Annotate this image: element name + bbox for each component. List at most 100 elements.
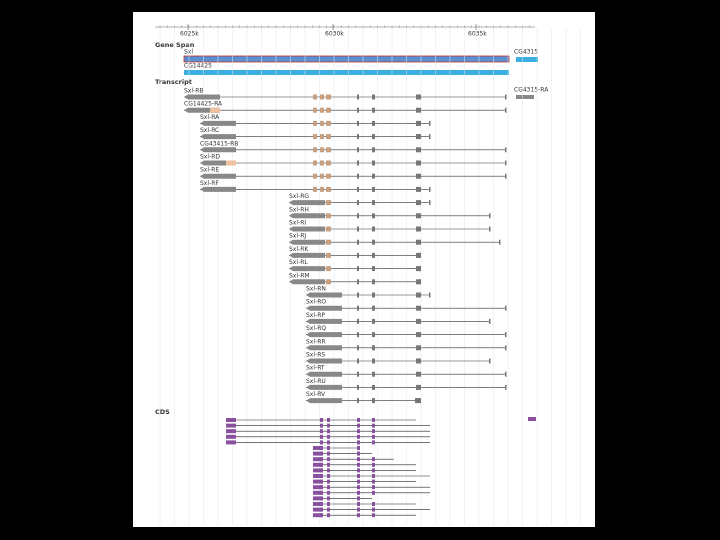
transcript-label: Sxl-RN [306, 286, 326, 293]
exon [326, 173, 331, 179]
exon [505, 160, 507, 166]
cds [327, 485, 330, 490]
exon [489, 358, 491, 364]
exon [416, 384, 421, 390]
exon [357, 107, 359, 113]
exon [357, 120, 359, 126]
exon [505, 305, 507, 311]
cds [327, 502, 330, 506]
exon [357, 147, 359, 153]
exon [306, 398, 342, 404]
exon [429, 186, 431, 192]
exon [357, 305, 359, 311]
cds [357, 507, 360, 512]
cds [357, 423, 360, 428]
cds [357, 474, 360, 478]
exon [416, 173, 421, 179]
cds [372, 479, 375, 484]
cds [226, 429, 236, 434]
exon [499, 239, 501, 245]
exon [357, 358, 359, 364]
exon [306, 332, 342, 338]
exon [416, 398, 421, 404]
cds [357, 468, 360, 473]
exon [505, 384, 507, 390]
exon [489, 226, 491, 232]
exon [326, 226, 331, 232]
exon [313, 120, 317, 126]
exon [313, 160, 317, 166]
exon [372, 332, 375, 338]
exon [372, 292, 375, 298]
transcript-label: Sxl-RI [289, 220, 306, 227]
exon [357, 94, 359, 100]
exon [320, 147, 324, 153]
cds [357, 446, 360, 450]
exon [416, 279, 421, 285]
cds [372, 457, 375, 462]
exon [313, 134, 317, 140]
exon [372, 160, 375, 166]
exon [200, 186, 236, 192]
exon [416, 332, 421, 338]
exon [289, 279, 325, 285]
exon [200, 120, 236, 126]
exon [326, 160, 331, 166]
exon [372, 358, 375, 364]
exon [313, 186, 317, 192]
exon [326, 213, 331, 219]
exon [306, 358, 342, 364]
exon [357, 160, 359, 166]
section-title: Transcript [155, 78, 192, 86]
exon [416, 94, 421, 100]
exon [357, 371, 359, 377]
cds [320, 423, 323, 428]
exon [415, 398, 417, 404]
cds [327, 418, 330, 422]
exon [357, 134, 359, 140]
exon [372, 398, 375, 404]
cds [320, 468, 323, 473]
exon [320, 160, 324, 166]
transcript-label: Sxl-RE [200, 167, 219, 174]
cds [313, 479, 323, 484]
cds [327, 423, 330, 428]
cds [320, 496, 323, 501]
exon [505, 173, 507, 179]
ruler-label: 6035k [468, 31, 487, 38]
cds [357, 496, 360, 501]
cds [327, 474, 330, 478]
exon [516, 95, 534, 99]
cds [327, 513, 330, 518]
exon [372, 252, 375, 258]
exon [326, 107, 331, 113]
cds [320, 457, 323, 462]
cds [327, 462, 330, 467]
exon [320, 186, 324, 192]
exon [429, 292, 431, 298]
cds [327, 457, 330, 462]
transcript-label: Sxl-RM [289, 272, 310, 279]
exon [416, 318, 421, 324]
cds [357, 451, 360, 456]
transcript-label: Sxl-RL [289, 259, 308, 266]
cds [320, 474, 323, 478]
cds [372, 490, 375, 495]
exon [326, 252, 331, 258]
exon [306, 292, 342, 298]
cds [320, 479, 323, 484]
cds [313, 457, 323, 462]
exon [505, 94, 507, 100]
cds [320, 507, 323, 512]
cds [327, 479, 330, 484]
cds [357, 440, 360, 445]
exon [416, 160, 421, 166]
cds [313, 462, 323, 467]
cds [357, 457, 360, 462]
exon [372, 305, 375, 311]
transcript-label: CG14425-RA [184, 101, 223, 108]
exon [313, 107, 317, 113]
cds [327, 451, 330, 456]
cds [313, 507, 323, 512]
exon [200, 134, 236, 140]
